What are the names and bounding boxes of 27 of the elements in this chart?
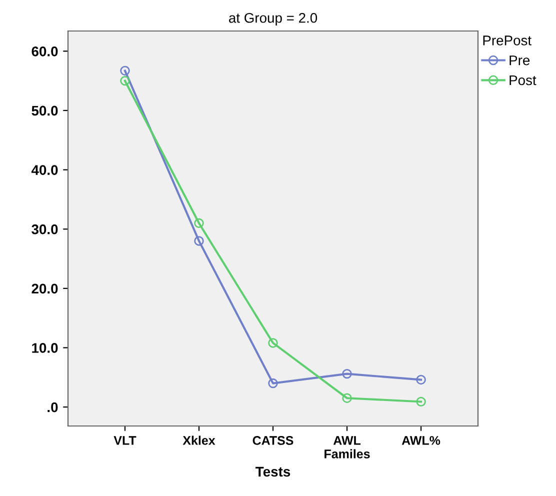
legend-label: Pre [510, 56, 530, 66]
y-tick-label: 60.0 [32, 46, 58, 56]
y-tick-label: 20.0 [32, 284, 58, 294]
y-tick-label: 10.0 [32, 343, 58, 353]
point [342, 368, 352, 379]
x-tick-label: CATSS [252, 436, 294, 445]
point [416, 374, 426, 385]
point [268, 338, 278, 348]
x-tick-label: AWL% [402, 436, 440, 445]
chart-title: at Group = 2.0 [229, 12, 318, 26]
point [120, 76, 130, 86]
point [268, 378, 278, 388]
y-tick-label: .0 [48, 402, 58, 412]
point [194, 218, 204, 228]
point [120, 66, 130, 76]
x-tick-label: VLT [114, 436, 136, 445]
point [416, 396, 426, 407]
y-tick-label: 50.0 [32, 106, 58, 116]
y-tick-label: 30.0 [32, 224, 58, 234]
x-axis-title: Tests [256, 466, 290, 477]
legend-label: Post [510, 75, 536, 86]
x-tick-label: AWL Familes [324, 436, 370, 458]
x-tick-label: Xklex [182, 436, 216, 445]
y-tick-label: 40.0 [31, 165, 58, 175]
legend-title: PrePost [483, 36, 532, 46]
point [194, 236, 204, 246]
point [342, 393, 352, 403]
